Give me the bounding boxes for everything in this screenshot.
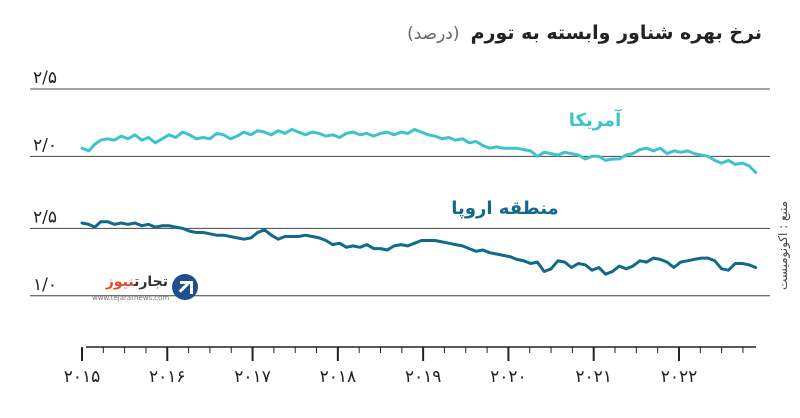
logo-arrow-icon (172, 274, 198, 300)
x-tick-label: ۲۰۱۶ (149, 367, 186, 387)
y-tick-label: ۱/۰ (33, 275, 57, 295)
y-tick-label: ۲/۰ (33, 135, 57, 155)
logo-name-part1: تجارت (134, 274, 168, 290)
x-tick-label: ۲۰۲۰ (490, 367, 527, 387)
chart-title-block: نرخ بهره شناور وابسته به تورم (درصد) (407, 22, 762, 44)
x-tick-label: ۲۰۱۵ (64, 367, 101, 387)
x-tick-label: ۲۰۱۷ (234, 367, 271, 387)
logo-name-part2: نیوز (105, 274, 135, 290)
series-line (80, 127, 758, 174)
x-tick-label: ۲۰۲۲ (661, 367, 698, 387)
series-label: منطقه اروپا (451, 198, 558, 219)
y-tick-label: ۲/۵ (33, 207, 57, 227)
series-line (80, 220, 758, 276)
chart-title: نرخ بهره شناور وابسته به تورم (470, 22, 762, 44)
logo-name: تجارتنیوز (92, 274, 168, 290)
source-note: منبع : اکونومیست (776, 200, 790, 290)
y-tick-label: ۲/۵ (33, 68, 57, 88)
series-label: آمریکا (569, 108, 622, 131)
tejaratnews-logo: تجارتنیوز www.tejaratnews.com (92, 272, 202, 308)
x-tick-label: ۲۰۱۹ (405, 367, 442, 387)
chart-subtitle: (درصد) (407, 24, 460, 44)
x-tick-label: ۲۰۱۸ (320, 367, 357, 387)
x-tick-label: ۲۰۲۱ (575, 367, 612, 387)
logo-url: www.tejaratnews.com (92, 294, 170, 302)
